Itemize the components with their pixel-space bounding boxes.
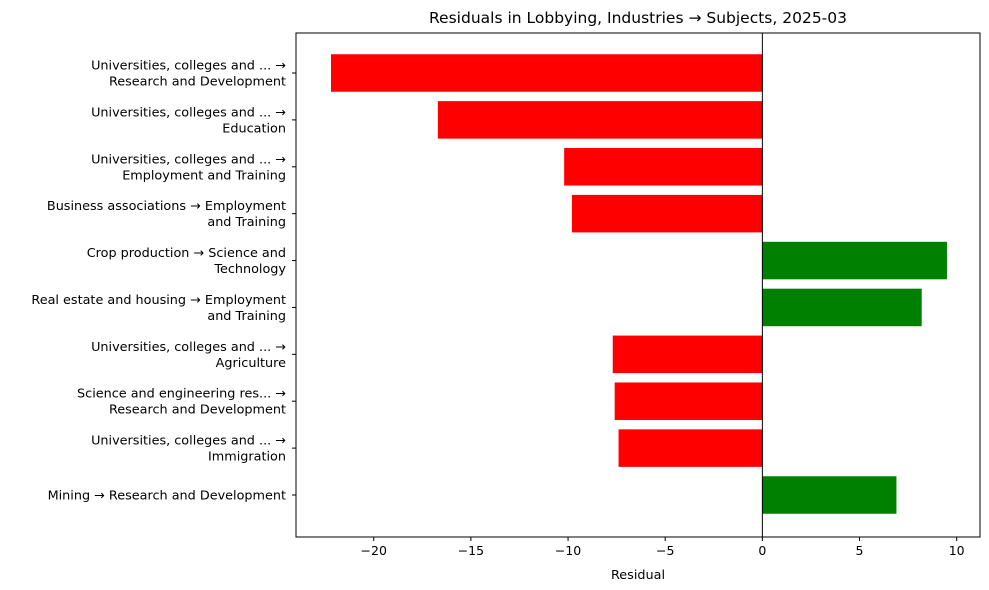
category-label-7: Science and engineering res... → Research… — [77, 387, 286, 418]
bar-7 — [614, 382, 763, 420]
x-tick-label-4: 0 — [758, 543, 766, 558]
bar-0 — [330, 54, 763, 92]
x-tick-label-1: −15 — [458, 543, 484, 558]
x-tick-label-0: −20 — [361, 543, 387, 558]
bars-layer — [330, 54, 947, 514]
bar-1 — [437, 101, 763, 139]
category-label-5: Real estate and housing → Employment and … — [31, 293, 286, 324]
category-label-4: Crop production → Science and Technology — [87, 246, 287, 277]
category-label-0: Universities, colleges and ... → Research… — [91, 59, 286, 90]
bar-4 — [762, 241, 947, 280]
x-tick-label-2: −10 — [555, 543, 581, 558]
x-axis: −20 −15 −10 −5 0 5 10 — [361, 537, 965, 558]
x-tick-label-3: −5 — [656, 543, 674, 558]
bar-9 — [762, 476, 897, 514]
category-label-3: Business associations → Employment and Tr… — [47, 199, 286, 230]
category-label-2: Universities, colleges and ... → Employme… — [91, 152, 286, 183]
chart-title: Residuals in Lobbying, Industries → Subj… — [429, 9, 847, 27]
x-axis-label: Residual — [611, 568, 665, 583]
bar-3 — [571, 194, 763, 233]
plot-frame — [295, 32, 981, 538]
category-label-8: Universities, colleges and ... → Immigrat… — [91, 434, 286, 465]
bar-8 — [618, 429, 763, 467]
bar-6 — [612, 335, 763, 374]
bar-2 — [564, 148, 763, 186]
category-label-9: Mining → Research and Development — [48, 489, 286, 504]
category-label-6: Universities, colleges and ... → Agricult… — [91, 340, 286, 371]
category-label-1: Universities, colleges and ... → Educatio… — [91, 105, 286, 136]
x-tick-label-6: 10 — [949, 543, 965, 558]
x-tick-label-5: 5 — [856, 543, 864, 558]
bar-5 — [762, 288, 922, 327]
category-labels: Universities, colleges and ... → Research… — [31, 59, 296, 504]
